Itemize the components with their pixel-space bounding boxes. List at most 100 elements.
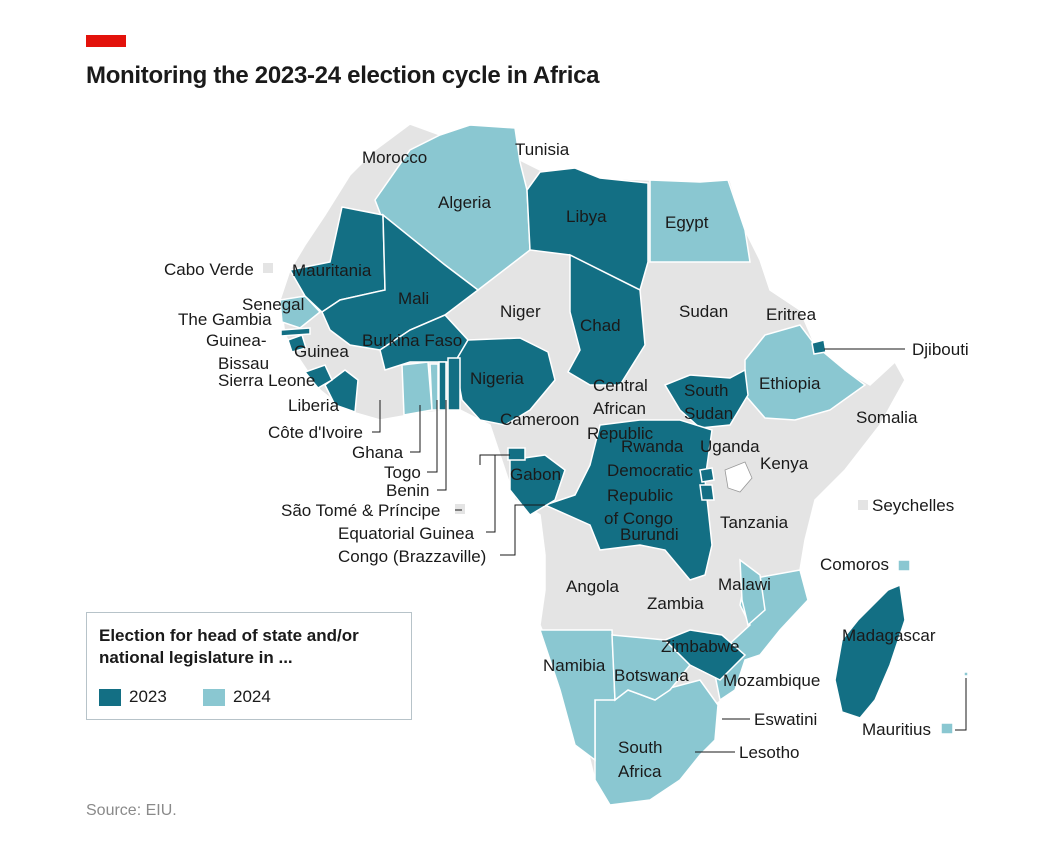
- label-guinea: Guinea: [294, 342, 349, 361]
- label-namibia: Namibia: [543, 656, 606, 675]
- leader-mauritius: [955, 678, 967, 731]
- country-comoros: [897, 559, 911, 572]
- label-burundi: Burundi: [620, 525, 679, 544]
- label-lesotho: Lesotho: [739, 743, 800, 762]
- label-burkina-faso: Burkina Faso: [362, 331, 462, 350]
- brand-accent-bar: [86, 35, 126, 47]
- country-mauritius: [940, 722, 954, 735]
- country-eq-guinea: [507, 447, 526, 461]
- lake-victoria: [724, 461, 753, 493]
- label-seychelles: Seychelles: [872, 496, 954, 515]
- country-senegal: [279, 295, 322, 329]
- label-tunisia: Tunisia: [515, 140, 570, 159]
- label-eq-guinea: Equatorial Guinea: [338, 524, 475, 543]
- country-malawi: [739, 558, 766, 627]
- legend-box: Election for head of state and/or nation…: [86, 612, 412, 720]
- label-eswatini: Eswatini: [754, 710, 817, 729]
- label-eritrea: Eritrea: [766, 305, 817, 324]
- country-zimbabwe: [663, 629, 747, 681]
- label-mali: Mali: [398, 289, 429, 308]
- label-sierra-leone: Sierra Leone: [218, 371, 315, 390]
- label-liberia: Liberia: [288, 396, 340, 415]
- label-guinea-bissau-1: Guinea-: [206, 331, 266, 350]
- label-zambia: Zambia: [647, 594, 704, 613]
- marker-seychelles: [858, 500, 868, 510]
- country-nigeria: [454, 337, 556, 426]
- label-libya: Libya: [566, 207, 607, 226]
- country-liberia: [324, 369, 359, 414]
- chart-title: Monitoring the 2023-24 election cycle in…: [86, 62, 600, 89]
- label-egypt: Egypt: [665, 213, 709, 232]
- label-togo: Togo: [384, 463, 421, 482]
- label-sudan: Sudan: [679, 302, 728, 321]
- leader-togo: [427, 400, 438, 473]
- country-south-sudan: [663, 368, 749, 429]
- label-rwanda: Rwanda: [621, 437, 684, 456]
- leader-congo-brazzaville: [500, 504, 545, 556]
- label-drc-2: Republic: [607, 486, 674, 505]
- country-drc: [542, 419, 713, 581]
- country-madagascar: [834, 583, 906, 719]
- label-comoros: Comoros: [820, 555, 889, 574]
- country-djibouti: [811, 339, 827, 355]
- leader-benin: [437, 400, 447, 491]
- label-car-2: African: [593, 399, 646, 418]
- country-chad: [566, 253, 646, 386]
- legend-item-2024: 2024: [203, 687, 271, 707]
- legend-swatch-2024: [203, 688, 225, 706]
- country-gabon: [509, 454, 566, 516]
- legend-label-2024: 2024: [233, 687, 271, 706]
- country-algeria-togo-sliver: [429, 363, 439, 411]
- label-cabo-verde: Cabo Verde: [164, 260, 254, 279]
- label-botswana: Botswana: [614, 666, 689, 685]
- country-ethiopia: [744, 324, 867, 421]
- marker-cabo-verde: [263, 263, 273, 273]
- label-djibouti: Djibouti: [912, 340, 969, 359]
- label-zimbabwe: Zimbabwe: [661, 637, 739, 656]
- label-benin: Benin: [386, 481, 429, 500]
- label-malawi: Malawi: [718, 575, 771, 594]
- legend-title-line2: national legislature in ...: [99, 648, 293, 667]
- source-note: Source: EIU.: [86, 802, 177, 819]
- legend-label-2023: 2023: [129, 687, 167, 706]
- label-drc-3: of Congo: [604, 509, 673, 528]
- country-guinea-bissau: [287, 334, 307, 353]
- country-togo: [438, 361, 447, 411]
- marker-sao-tome: [455, 504, 465, 514]
- country-sierra-leone: [303, 364, 333, 389]
- label-the-gambia: The Gambia: [178, 310, 272, 329]
- label-mauritania: Mauritania: [292, 261, 372, 280]
- label-uganda: Uganda: [700, 437, 760, 456]
- label-nigeria: Nigeria: [470, 369, 524, 388]
- label-south-sudan-2: Sudan: [684, 404, 733, 423]
- legend-title-line1: Election for head of state and/or: [99, 626, 359, 645]
- label-ghana: Ghana: [352, 443, 404, 462]
- label-south-africa-2: Africa: [618, 762, 662, 781]
- country-mauritius-island: [963, 671, 969, 677]
- label-gabon: Gabon: [510, 465, 561, 484]
- label-congo-brazzaville: Congo (Brazzaville): [338, 547, 486, 566]
- country-mali: [321, 213, 480, 351]
- label-south-africa-1: South: [618, 738, 662, 757]
- label-sao-tome: São Tomé & Príncipe: [281, 501, 440, 520]
- leader-eq-guinea-2: [479, 454, 495, 465]
- label-drc-1: Democratic: [607, 461, 693, 480]
- legend-title: Election for head of state and/or nation…: [99, 625, 359, 669]
- leader-cote-divoire: [372, 400, 381, 433]
- country-rwanda: [699, 467, 715, 483]
- country-egypt: [649, 179, 751, 263]
- label-kenya: Kenya: [760, 454, 809, 473]
- country-ghana: [401, 361, 433, 416]
- label-somalia: Somalia: [856, 408, 918, 427]
- leader-eq-guinea: [486, 454, 510, 533]
- label-south-sudan-1: South: [684, 381, 728, 400]
- label-cameroon: Cameroon: [500, 410, 579, 429]
- label-angola: Angola: [566, 577, 619, 596]
- label-niger: Niger: [500, 302, 541, 321]
- country-libya: [526, 167, 649, 292]
- label-chad: Chad: [580, 316, 621, 335]
- label-senegal: Senegal: [242, 295, 304, 314]
- legend-item-2023: 2023: [99, 687, 167, 707]
- label-tanzania: Tanzania: [720, 513, 789, 532]
